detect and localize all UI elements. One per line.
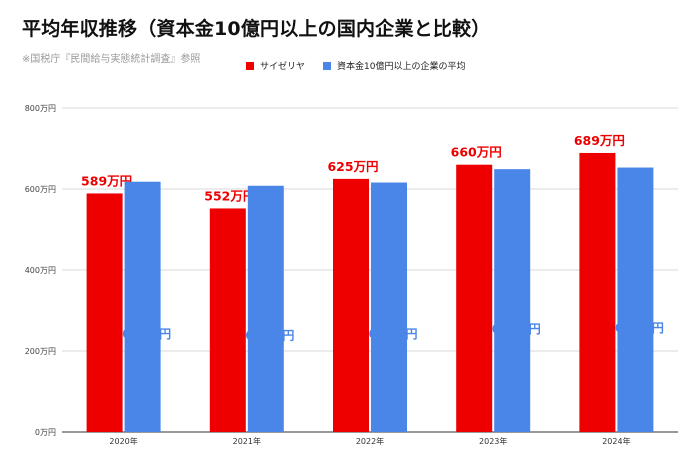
y-tick-label: 600万円 [25, 185, 56, 194]
data-label-series1: 689万円 [574, 133, 625, 148]
bar-series2 [371, 182, 407, 432]
legend-label-series2: 資本金10億円以上の企業の平均 [337, 62, 466, 72]
legend-item-series2: 資本金10億円以上の企業の平均 [323, 59, 465, 72]
data-label-series2: 616万円 [368, 327, 417, 341]
bar-series2 [247, 185, 284, 432]
chart-title: 平均年収推移（資本金10億円以上の国内企業と比較） [22, 18, 491, 40]
bar-series2 [124, 181, 161, 432]
data-label-series2: 649万円 [492, 322, 541, 336]
legend: サイゼリヤ 資本金10億円以上の企業の平均 [246, 59, 465, 72]
bar-series1 [209, 208, 246, 432]
bar-series1 [333, 178, 369, 432]
data-label-series2: 608万円 [245, 329, 294, 343]
y-tick-label: 200万円 [25, 347, 56, 356]
bar-series2 [494, 169, 531, 432]
x-tick-label: 2023年 [479, 436, 507, 446]
y-tick-label: 0万円 [35, 428, 56, 437]
data-label-series1: 660万円 [451, 145, 502, 160]
y-tick-label: 400万円 [25, 266, 56, 275]
x-tick-label: 2024年 [602, 436, 630, 446]
x-tick-label: 2021年 [233, 436, 261, 446]
bar-series1 [456, 164, 493, 432]
legend-label-series1: サイゼリヤ [260, 62, 306, 72]
data-label-series1: 625万円 [327, 159, 378, 174]
legend-swatch-series2 [323, 61, 332, 70]
data-label-series2: 653万円 [615, 321, 664, 335]
bar-series2 [617, 167, 654, 432]
data-label-series2: 618万円 [122, 327, 171, 341]
bar-series1 [579, 152, 616, 432]
bar-series1 [86, 193, 123, 432]
legend-swatch-series1 [246, 61, 254, 70]
data-label-series1: 589万円 [81, 173, 132, 188]
legend-item-series1: サイゼリヤ [246, 59, 305, 72]
x-tick-label: 2020年 [109, 436, 137, 446]
y-tick-label: 800万円 [25, 104, 56, 113]
source-note: ※国税庁『民間給与実態統計調査』参照 [22, 54, 201, 65]
x-tick-label: 2022年 [356, 436, 384, 446]
data-label-series1: 552万円 [204, 188, 255, 203]
